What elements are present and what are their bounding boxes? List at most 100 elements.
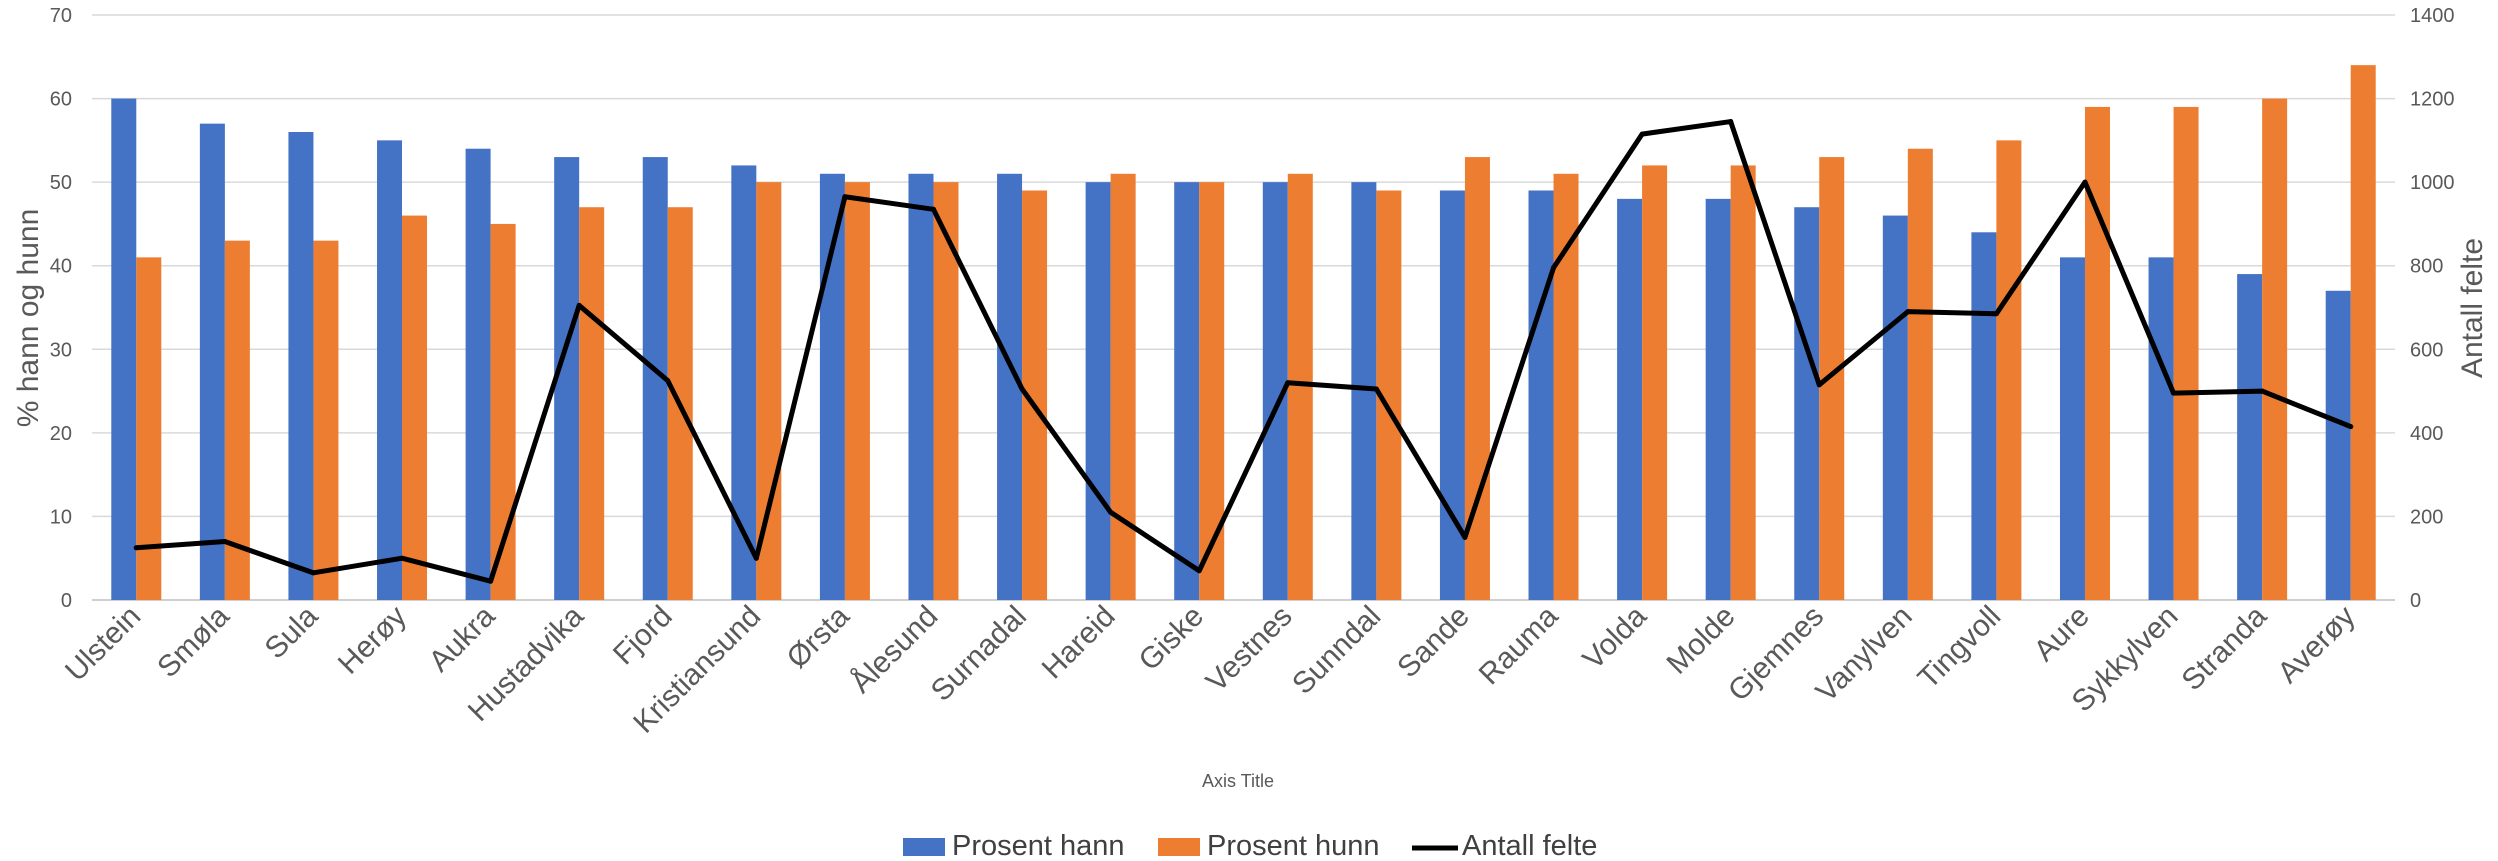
bar-prosent-hann-gjemnes	[1794, 207, 1820, 600]
y2-tick-label: 1200	[2410, 89, 2455, 111]
point-antall-felte-sula	[310, 570, 316, 576]
point-antall-felte-stranda	[2259, 388, 2265, 394]
point-antall-felte-surnadal	[1019, 386, 1025, 392]
point-antall-felte-ulstein	[133, 545, 139, 551]
bar-prosent-hunn-vestnes	[1287, 173, 1313, 601]
bar-prosent-hann-giske	[1174, 182, 1200, 600]
bar-prosent-hann-aukra	[465, 148, 491, 600]
point-antall-felte-kristiansund	[753, 555, 759, 561]
point-antall-felte-smola	[222, 539, 228, 544]
bar-prosent-hunn-molde	[1730, 165, 1756, 600]
bar-prosent-hunn-alesund	[933, 182, 959, 600]
x-tick-label: Smøla	[151, 599, 236, 684]
y-tick-label: 60	[50, 89, 72, 111]
y-tick-label: 70	[50, 5, 72, 27]
x-tick-label: Ulstein	[59, 600, 147, 688]
legend-swatch-prosent-hann	[903, 838, 945, 856]
point-antall-felte-averoy	[2348, 424, 2354, 430]
x-tick-label: Herøy	[332, 600, 413, 681]
point-antall-felte-aukra	[488, 578, 494, 584]
point-antall-felte-giske	[1196, 568, 1202, 574]
legend-label-prosent-hann: Prosent hann	[952, 830, 1125, 861]
bar-prosent-hunn-aure	[2084, 106, 2110, 600]
legend-label-antall-felte: Antall felte	[1462, 830, 1597, 861]
x-tick-label: Aukra	[423, 599, 502, 678]
point-antall-felte-vestnes	[1285, 380, 1291, 386]
legend-swatch-prosent-hunn	[1158, 838, 1200, 856]
bar-prosent-hunn-smola	[224, 240, 250, 600]
bar-prosent-hunn-vanylven	[1907, 148, 1933, 600]
y2-tick-label: 200	[2410, 506, 2443, 528]
bar-prosent-hunn-stranda	[2262, 98, 2288, 601]
bar-prosent-hann-rauma	[1528, 190, 1554, 600]
point-antall-felte-hareid	[1108, 509, 1114, 515]
point-antall-felte-sande	[1462, 534, 1468, 540]
x-tick-label: Hareid	[1036, 600, 1122, 686]
x-tick-label: Sula	[259, 599, 325, 665]
y-tick-label: 30	[50, 339, 72, 361]
bar-prosent-hann-ulstein	[111, 98, 137, 601]
line-antall-felte	[133, 119, 2354, 584]
bar-prosent-hann-tingvoll	[1971, 232, 1997, 601]
x-tick-label: Aure	[2028, 600, 2096, 668]
bar-prosent-hunn-tingvoll	[1996, 140, 2022, 600]
bar-prosent-hunn-orsta	[844, 182, 870, 600]
bar-prosent-hunn-heroy	[402, 215, 428, 601]
bar-prosent-hann-averoy	[2325, 290, 2351, 600]
point-antall-felte-rauma	[1551, 265, 1557, 271]
y2-axis-title: Antall felte	[2456, 238, 2489, 378]
bar-prosent-hann-sykkylven	[2148, 257, 2174, 600]
y2-tick-label: 800	[2410, 256, 2443, 278]
bar-prosent-hunn-volda	[1642, 165, 1668, 600]
bar-prosent-hann-heroy	[377, 140, 403, 600]
bar-prosent-hann-volda	[1617, 198, 1643, 600]
point-antall-felte-alesund	[930, 206, 936, 212]
y-tick-label: 10	[50, 506, 72, 528]
x-axis-title: Axis Title	[1202, 771, 1274, 791]
x-tick-label: Fjord	[607, 600, 679, 672]
bar-prosent-hunn-hareid	[1110, 173, 1136, 601]
point-antall-felte-heroy	[399, 555, 405, 561]
bar-prosent-hann-hareid	[1085, 182, 1111, 600]
x-tick-label: Sunndal	[1286, 600, 1387, 701]
point-antall-felte-sykkylven	[2171, 390, 2177, 396]
point-antall-felte-hustadvika	[576, 302, 582, 308]
x-tick-label: Vestnes	[1200, 600, 1299, 699]
y-tick-label: 40	[50, 256, 72, 278]
bar-prosent-hunn-ulstein	[136, 257, 162, 600]
point-antall-felte-volda	[1639, 131, 1645, 137]
bar-prosent-hunn-kristiansund	[756, 182, 782, 600]
x-tick-label: Averøy	[2272, 600, 2362, 690]
bar-prosent-hann-stranda	[2237, 274, 2263, 600]
y2-tick-label: 1400	[2410, 5, 2455, 27]
x-tick-label: Ørsta	[781, 599, 856, 674]
point-antall-felte-vanylven	[1905, 309, 1911, 315]
y-axis-title: % hann og hunn	[12, 209, 45, 428]
x-tick-label: Volda	[1577, 599, 1654, 676]
bar-prosent-hunn-averoy	[2350, 65, 2376, 600]
bar-prosent-hann-sula	[288, 132, 314, 600]
y-tick-label: 0	[61, 590, 72, 612]
x-tick-label: Molde	[1661, 600, 1742, 681]
point-antall-felte-tingvoll	[1993, 311, 1999, 317]
legend: Prosent hann Prosent hunn Antall felte	[903, 830, 1597, 861]
y-tick-label: 50	[50, 172, 72, 194]
bar-prosent-hann-aure	[2059, 257, 2085, 600]
bar-prosent-hann-hustadvika	[554, 157, 580, 601]
y2-tick-label: 0	[2410, 590, 2421, 612]
x-tick-label: Giske	[1133, 600, 1211, 678]
x-tick-label: Vanylven	[1810, 600, 1919, 709]
bar-prosent-hann-molde	[1705, 198, 1731, 600]
x-tick-label: Stranda	[2175, 599, 2273, 697]
x-tick-label: Rauma	[1473, 599, 1565, 691]
bar-prosent-hunn-giske	[1199, 182, 1225, 600]
y-tick-label: 20	[50, 423, 72, 445]
point-antall-felte-molde	[1728, 119, 1734, 125]
legend-label-prosent-hunn: Prosent hunn	[1207, 830, 1380, 861]
point-antall-felte-sunndal	[1373, 386, 1379, 392]
x-tick-label: Tingvoll	[1912, 600, 2008, 696]
x-tick-label: Gjemnes	[1722, 600, 1830, 708]
bar-prosent-hann-surnadal	[997, 173, 1023, 601]
